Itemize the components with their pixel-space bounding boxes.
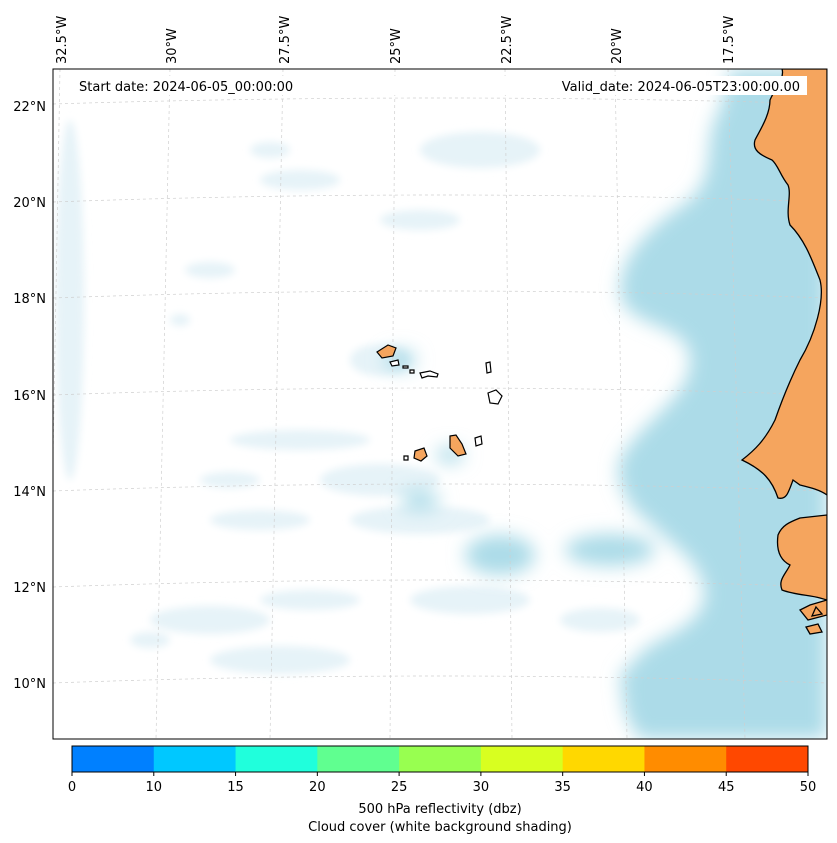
cloud-cover-light <box>56 120 640 674</box>
colorbar-segment <box>72 746 155 772</box>
cloud-cover-band <box>384 70 827 739</box>
island-santo-antao <box>376 344 397 359</box>
lat-label: 12°N <box>13 581 46 596</box>
lon-label: 30°W <box>165 28 180 64</box>
lon-label: 22.5°W <box>500 16 515 64</box>
colorbar-ticks: 0 10 15 20 25 30 35 40 45 50 <box>68 772 816 795</box>
colorbar-tick-label: 45 <box>718 780 735 795</box>
colorbar-segment <box>153 746 237 772</box>
latitude-labels: 22°N 20°N 18°N 16°N 14°N 12°N 10°N <box>13 100 46 692</box>
lat-label: 14°N <box>13 485 46 500</box>
colorbar-segments <box>72 746 809 772</box>
map-panel <box>53 69 827 739</box>
colorbar-segment <box>726 746 809 772</box>
island-santa-luzia <box>402 365 409 369</box>
colorbar-tick-label: 35 <box>554 780 571 795</box>
valid-date-label: Valid_date: 2024-06-05T23:00:00.00 <box>562 80 800 95</box>
island-sao-vicente <box>389 359 400 367</box>
colorbar-segment <box>562 746 645 772</box>
colorbar-sublabel: Cloud cover (white background shading) <box>308 820 572 835</box>
colorbar-tick-label: 0 <box>68 780 76 795</box>
island-brava <box>403 455 409 461</box>
lon-label: 17.5°W <box>722 16 737 64</box>
colorbar-frame <box>71 745 809 773</box>
colorbar-tick-label: 40 <box>636 780 653 795</box>
colorbar-segment <box>399 746 482 772</box>
colorbar-label: 500 hPa reflectivity (dbz) <box>358 802 521 817</box>
island-fogo <box>413 447 428 462</box>
island-sal <box>485 361 492 374</box>
colorbar-segment <box>235 746 318 772</box>
colorbar-segment <box>480 746 564 772</box>
header-strip <box>71 76 807 95</box>
africa-coast <box>740 69 827 635</box>
lon-label: 27.5°W <box>278 16 293 64</box>
lat-label: 20°N <box>13 196 46 211</box>
island-maio <box>474 435 483 447</box>
colorbar-tick-label: 30 <box>473 780 490 795</box>
colorbar: 0 10 15 20 25 30 35 40 45 50 500 hPa reflectivity… <box>68 745 816 835</box>
graticule <box>53 69 827 739</box>
lat-label: 18°N <box>13 292 46 307</box>
map-frame <box>52 68 828 740</box>
colorbar-tick-label: 15 <box>227 780 244 795</box>
colorbar-segment <box>317 746 400 772</box>
colorbar-tick-label: 20 <box>309 780 326 795</box>
island-sao-nicolau <box>409 369 415 374</box>
cape-verde-islands <box>376 344 503 462</box>
island-boa-vista <box>487 389 503 405</box>
start-date-label: Start date: 2024-06-05_00:00:00 <box>79 80 293 95</box>
island-santiago <box>449 434 467 457</box>
lat-label: 16°N <box>13 389 46 404</box>
lon-label: 32.5°W <box>55 16 70 64</box>
longitude-labels: 32.5°W 30°W 27.5°W 25°W 22.5°W 20°W 17.5… <box>55 16 737 64</box>
lon-label: 25°W <box>389 28 404 64</box>
colorbar-tick-label: 10 <box>146 780 163 795</box>
colorbar-segment <box>644 746 727 772</box>
colorbar-tick-label: 50 <box>800 780 817 795</box>
lat-label: 22°N <box>13 100 46 115</box>
lat-label: 10°N <box>13 677 46 692</box>
lon-label: 20°W <box>610 28 625 64</box>
colorbar-tick-label: 25 <box>391 780 408 795</box>
island-sao-nicolau-main <box>419 370 439 379</box>
